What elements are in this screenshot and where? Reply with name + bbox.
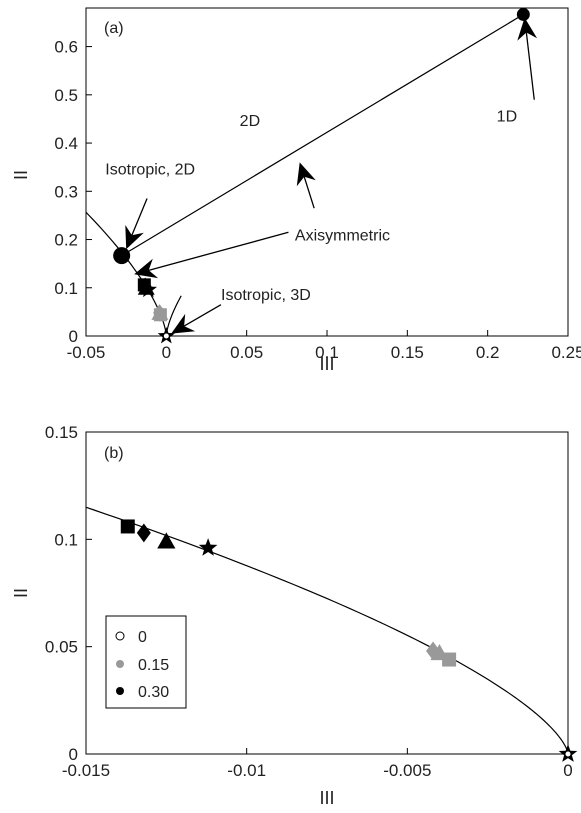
x-tick-label: 0 [162, 343, 171, 362]
panel-a-marks [113, 7, 530, 344]
data-point-square [442, 652, 457, 667]
y-tick-label: 0.1 [54, 530, 78, 549]
legend-label-1: 0.15 [138, 657, 169, 674]
panel-b-ylabel: II [11, 588, 31, 598]
annotation-axisymmetric: Axisymmetric [295, 228, 390, 245]
y-tick-label: 0 [69, 327, 78, 346]
data-point-triangle [157, 532, 176, 549]
x-tick-label: 0 [563, 761, 572, 780]
annotation-1d: 1D [497, 108, 517, 125]
data-point-square [120, 519, 135, 534]
x-tick-label: -0.01 [227, 761, 266, 780]
annotation-isotropic-3d: Isotropic, 3D [221, 287, 311, 304]
x-tick-label: 0.15 [391, 343, 424, 362]
x-tick-label: -0.015 [62, 761, 110, 780]
annotation-2d: 2D [240, 113, 260, 130]
data-point-star [198, 538, 218, 556]
data-point-diamond [136, 523, 151, 543]
arrow-axisymmetric-shaft [148, 231, 289, 271]
panel-a-label: (a) [104, 20, 124, 37]
legend-marker-1 [116, 660, 124, 668]
legend: 0 0.15 0.30 [105, 615, 187, 709]
arrow-1d-head [517, 17, 538, 41]
data-point-square [153, 308, 167, 322]
y-tick-label: 0.4 [54, 134, 78, 153]
arrow-isotropic-3d-shaft [183, 304, 222, 327]
y-tick-label: 0.15 [45, 423, 78, 442]
panel-b-label: (b) [104, 445, 124, 462]
x-tick-label: 0.1 [315, 343, 339, 362]
arrow-isotropic-2d-shaft [131, 198, 148, 236]
panel-a-arrows [125, 17, 538, 334]
y-tick-label: 0.5 [54, 86, 78, 105]
legend-box [105, 615, 187, 709]
annotation-isotropic-2d: Isotropic, 2D [105, 161, 195, 178]
legend-label-0: 0 [138, 629, 147, 646]
boundary-2d-line [121, 13, 524, 257]
data-point-star [139, 280, 157, 298]
legend-label-2: 0.30 [138, 684, 169, 701]
panel-b-frame [85, 431, 569, 755]
y-tick-label: 0.3 [54, 182, 78, 201]
x-tick-label: 0.05 [230, 343, 263, 362]
y-tick-label: 0.1 [54, 279, 78, 298]
arrow-axisymmetric-curve-shaft [303, 176, 315, 209]
arrow-1d-shaft [525, 32, 535, 100]
panel-b-xlabel: III [319, 788, 334, 808]
data-point-circle [564, 750, 572, 758]
panel-a-ticks: -0.05 0 0.05 0.1 0.15 0.2 0.2500.10.20.30.40.5… [54, 38, 581, 362]
y-tick-label: 0.2 [54, 231, 78, 250]
x-tick-label: -0.05 [67, 343, 106, 362]
one-d-point [516, 7, 530, 21]
y-tick-label: 0.05 [45, 638, 78, 657]
x-tick-label: 0.2 [476, 343, 500, 362]
panel-a-xlabel: III [319, 354, 334, 374]
panel-a: (a) -0.05 0 0.05 0.1 0.15 0.2 0.2500.10.20.30.… [11, 7, 581, 374]
panel-a-ylabel: II [11, 170, 31, 180]
arrow-axisymmetric-head [134, 258, 159, 279]
y-tick-label: 0.6 [54, 38, 78, 57]
arrow-isotropic-3d-head [171, 313, 196, 334]
axisymmetric-curve [86, 506, 568, 754]
legend-marker-2 [116, 687, 124, 695]
legend-marker-0 [115, 631, 125, 641]
x-tick-label: 0.25 [551, 343, 581, 362]
y-tick-label: 0 [69, 745, 78, 764]
panel-b-curves [86, 506, 568, 754]
isotropic-2d-point [113, 247, 131, 265]
panel-b-marks [120, 519, 578, 762]
panel-b: (b) -0.015 -0.01 -0.005 0 0 0.05 0.1 0.15 0 0.1… [11, 423, 578, 808]
x-tick-label: -0.005 [383, 761, 431, 780]
open-point-isotropic [162, 332, 170, 340]
arrow-axisymmetric-curve-head [296, 162, 316, 187]
panel-b-ticks: -0.015 -0.01 -0.005 0 0 0.05 0.1 0.15 [45, 423, 573, 780]
arrow-isotropic-2d-head [125, 225, 144, 250]
